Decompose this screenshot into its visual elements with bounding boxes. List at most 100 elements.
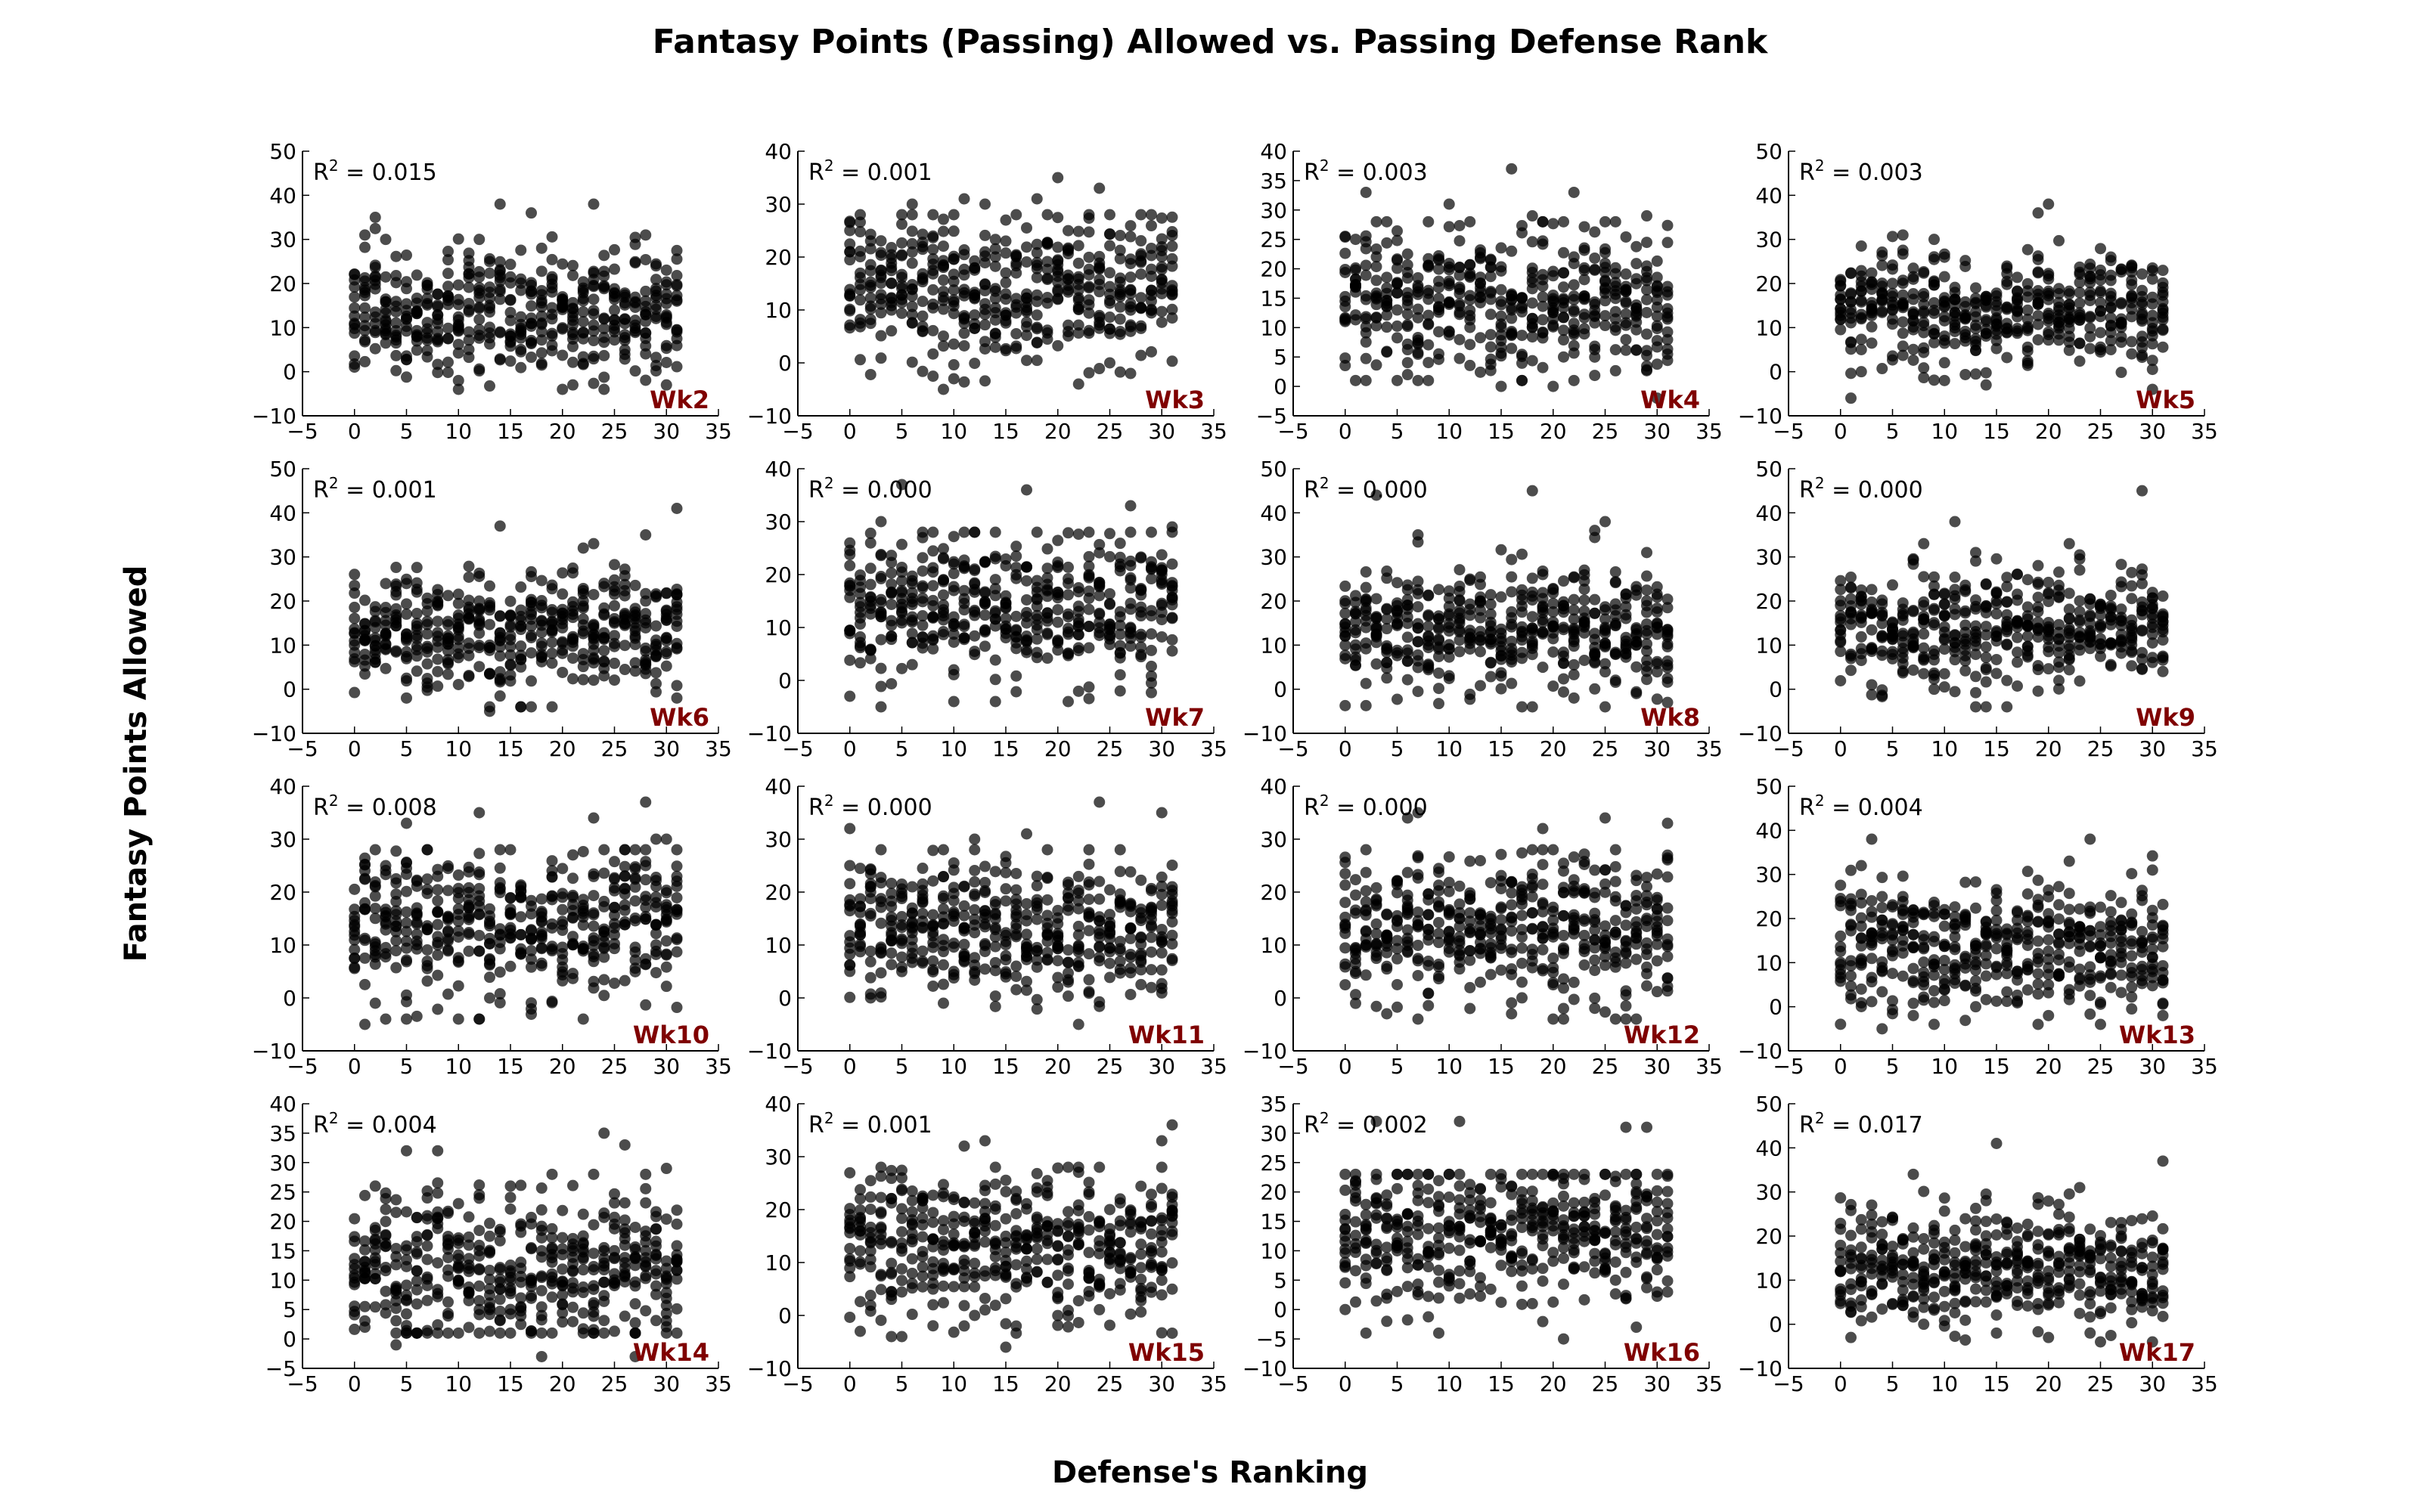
data-point bbox=[1125, 284, 1137, 296]
data-point bbox=[2074, 614, 2086, 626]
r-squared-label: R2 = 0.000 bbox=[808, 474, 932, 503]
data-point bbox=[1928, 279, 1940, 291]
data-point bbox=[906, 658, 918, 671]
data-point bbox=[577, 648, 589, 660]
y-tick-label: 40 bbox=[1755, 183, 1782, 208]
data-point bbox=[2105, 638, 2117, 650]
data-point bbox=[1041, 562, 1053, 575]
data-point bbox=[1589, 593, 1601, 606]
data-point bbox=[619, 563, 631, 575]
data-point bbox=[1166, 859, 1178, 871]
data-point bbox=[1063, 626, 1074, 638]
data-point bbox=[1104, 942, 1115, 954]
data-point bbox=[1052, 293, 1064, 305]
data-point bbox=[1568, 593, 1580, 606]
data-point bbox=[1980, 330, 1992, 342]
data-point bbox=[1412, 636, 1424, 648]
data-point bbox=[629, 657, 641, 669]
data-point bbox=[1381, 215, 1393, 228]
data-point bbox=[855, 354, 866, 366]
data-point bbox=[588, 538, 600, 550]
data-point bbox=[1392, 332, 1403, 344]
data-point bbox=[1083, 209, 1095, 221]
data-point bbox=[588, 335, 600, 347]
data-point bbox=[1370, 293, 1382, 305]
data-point bbox=[1104, 633, 1115, 645]
data-point bbox=[473, 807, 486, 819]
data-point bbox=[979, 250, 991, 262]
data-point bbox=[1609, 344, 1621, 356]
data-point bbox=[1568, 658, 1580, 671]
data-point bbox=[1031, 271, 1043, 284]
data-point bbox=[864, 910, 876, 922]
data-point bbox=[1855, 343, 1867, 355]
y-tick-label: −10 bbox=[1738, 721, 1782, 746]
data-point bbox=[1114, 888, 1126, 900]
data-point bbox=[1052, 241, 1064, 253]
data-point bbox=[1835, 575, 1847, 587]
data-point bbox=[380, 638, 392, 650]
data-point bbox=[671, 637, 683, 649]
data-point bbox=[1454, 300, 1466, 312]
data-point bbox=[969, 888, 981, 900]
data-point bbox=[650, 620, 662, 632]
data-point bbox=[2146, 628, 2158, 640]
data-point bbox=[2012, 631, 2023, 643]
data-point bbox=[844, 627, 856, 640]
data-point bbox=[1146, 307, 1157, 319]
data-point bbox=[1392, 254, 1403, 266]
data-point bbox=[1651, 621, 1663, 633]
data-point bbox=[473, 613, 486, 625]
data-point bbox=[463, 571, 475, 583]
data-point bbox=[927, 634, 939, 646]
x-tick-label: 10 bbox=[1435, 736, 1463, 761]
data-point bbox=[432, 358, 444, 370]
data-point bbox=[1526, 297, 1538, 309]
x-tick-label: 5 bbox=[1391, 1054, 1404, 1079]
data-point bbox=[1454, 269, 1466, 281]
data-point bbox=[1589, 351, 1601, 363]
data-point bbox=[1041, 628, 1053, 640]
data-point bbox=[1104, 909, 1115, 921]
data-point bbox=[1907, 262, 1919, 274]
data-point bbox=[1114, 301, 1126, 313]
data-point bbox=[577, 582, 589, 594]
data-point bbox=[1104, 587, 1115, 600]
data-point bbox=[588, 588, 600, 600]
data-point bbox=[1485, 671, 1497, 683]
y-tick-label: 40 bbox=[1260, 774, 1287, 799]
data-point bbox=[1000, 214, 1012, 226]
data-point bbox=[1589, 296, 1601, 308]
data-point bbox=[609, 314, 620, 326]
data-point bbox=[567, 872, 579, 885]
data-point bbox=[927, 209, 939, 221]
data-point bbox=[1495, 296, 1507, 308]
data-point bbox=[421, 646, 433, 658]
data-point bbox=[948, 584, 960, 596]
data-point bbox=[864, 600, 876, 612]
data-point bbox=[1156, 263, 1168, 275]
data-point bbox=[969, 264, 981, 276]
data-point bbox=[1401, 644, 1413, 656]
data-point bbox=[411, 935, 423, 947]
data-point bbox=[1928, 296, 1940, 308]
x-tick-label: 5 bbox=[400, 736, 414, 761]
data-point bbox=[1599, 701, 1611, 713]
data-point bbox=[1990, 287, 2003, 299]
data-point bbox=[452, 299, 464, 311]
data-point bbox=[1339, 301, 1351, 313]
data-point bbox=[380, 909, 392, 922]
data-point bbox=[369, 879, 381, 891]
y-tick-label: 0 bbox=[1274, 677, 1287, 702]
data-point bbox=[1599, 310, 1611, 322]
data-point bbox=[1094, 580, 1106, 592]
data-point bbox=[421, 844, 433, 856]
data-point bbox=[2074, 595, 2086, 607]
data-point bbox=[609, 885, 620, 897]
data-point bbox=[1928, 374, 1940, 386]
x-tick-label: −5 bbox=[782, 736, 813, 761]
data-point bbox=[1010, 307, 1022, 319]
data-point bbox=[1568, 571, 1580, 583]
data-point bbox=[1599, 640, 1611, 652]
data-point bbox=[2157, 610, 2169, 622]
